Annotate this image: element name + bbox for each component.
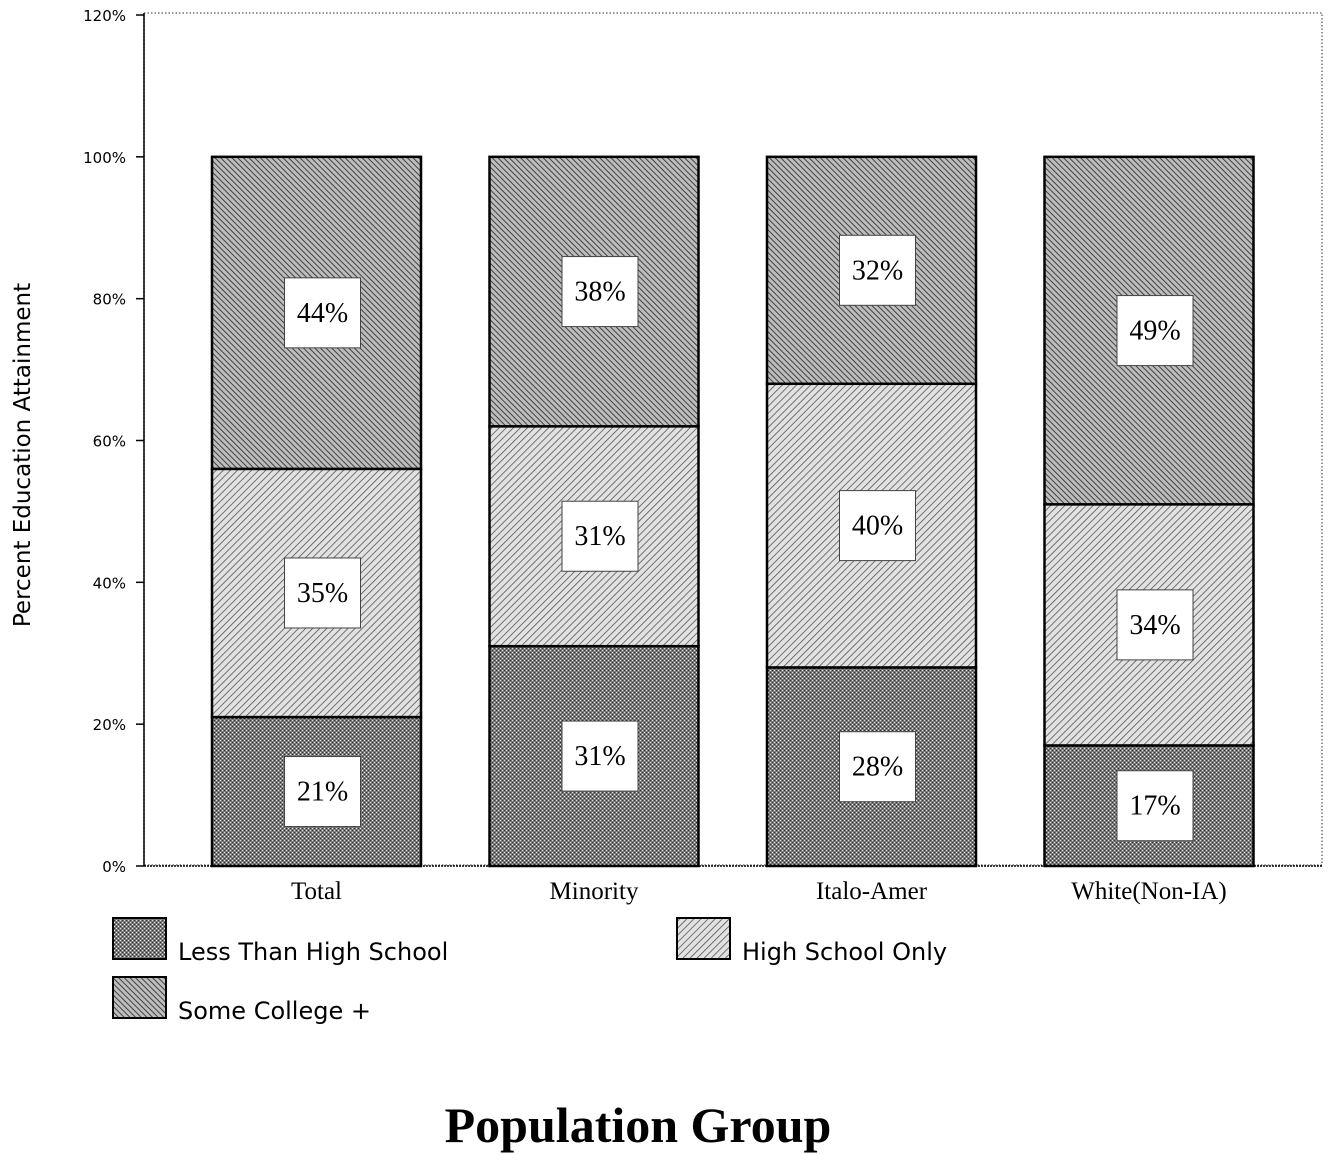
y-tick-label: 100% [83,149,126,167]
bars-group: 21% 35% 44% 31% 31% 38% 28% 40% 32% 17% 34% 49% [210,155,1255,868]
y-tick-label: 80% [93,291,126,309]
data-label: 40% [852,511,903,542]
data-label: 31% [574,741,625,772]
category-label: White(Non-IA) [1071,878,1227,905]
data-label-box [1116,589,1194,661]
category-label: Italo-Amer [816,878,928,905]
data-label: 21% [297,777,348,808]
category-label: Minority [550,878,639,905]
y-tick-label: 40% [93,574,126,592]
legend-swatch-high-school-only [676,917,731,960]
y-tick-label: 20% [93,716,126,734]
data-label-box [284,557,361,629]
data-label-box [839,490,916,562]
x-axis-title: Population Group [445,1097,832,1153]
data-label: 31% [574,521,625,552]
data-label: 35% [297,578,348,609]
legend-label-less-than-high-school: Less Than High School [178,938,448,966]
data-label-box [839,731,916,803]
data-label: 34% [1129,610,1180,641]
legend-label-some-college: Some College + [178,997,371,1025]
y-tick-label: 0% [102,858,126,876]
data-label: 44% [297,298,348,329]
data-label: 38% [574,277,625,308]
data-label: 28% [852,752,903,783]
category-label: Total [291,878,342,905]
data-label-box [561,720,639,792]
legend-label-high-school-only: High School Only [742,938,947,966]
data-label-box [561,500,639,572]
data-label-box [284,756,361,828]
data-label: 17% [1129,791,1180,822]
y-tick-label: 120% [83,7,126,25]
data-label-box [839,234,916,306]
data-label: 49% [1129,316,1180,347]
legend-swatch-less-than-high-school [112,917,167,960]
legend-swatch-some-college [112,976,167,1019]
category-labels: Total Minority Italo-Amer White(Non-IA) [291,878,1227,905]
data-label-box [1116,295,1194,367]
data-label-box [284,277,361,349]
data-label-box [561,256,639,328]
data-label-box [1116,770,1194,842]
y-axis-title: Percent Education Attainment [10,283,36,627]
legend: Less Than High School High School Only S… [112,917,947,1025]
y-axis-ticks: 0% 20% 40% 60% 80% 100% 120% [83,7,144,876]
data-label: 32% [852,255,903,286]
y-tick-label: 60% [93,433,126,451]
